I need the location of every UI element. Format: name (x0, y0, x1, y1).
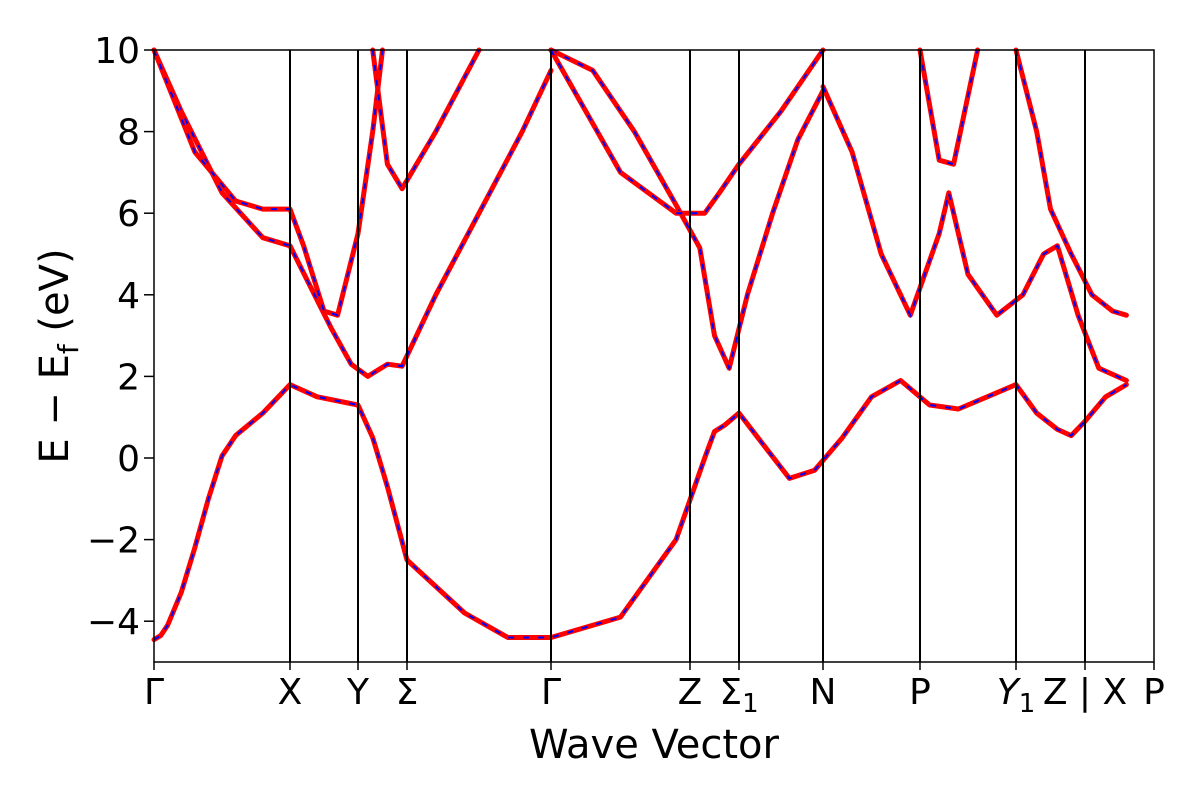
y-tick-label: −4 (87, 602, 140, 643)
band-1-segment-2-dashed (822, 86, 1127, 382)
band-1-segment-2 (820, 84, 1129, 383)
band-1-segment-0-dashed (153, 49, 552, 378)
y-tick-label: −2 (87, 521, 140, 562)
x-tick-label: Γ (541, 672, 561, 713)
x-tick-label: Y1 (997, 672, 1036, 719)
x-tick-label: Γ (144, 672, 164, 713)
band-1-segment-1 (548, 47, 826, 371)
y-tick-label: 2 (117, 357, 140, 398)
x-tick-label: X (278, 672, 303, 713)
y-tick-label: 4 (117, 276, 140, 317)
y-axis-ticks: 10 8 6 4 2 0 −2 −4 (87, 31, 154, 643)
band-2-segment-2-dashed (550, 49, 824, 215)
x-tick-label: Z (678, 672, 703, 713)
y-tick-label: 0 (117, 439, 140, 480)
band-2-segment-3 (917, 47, 981, 167)
x-tick-label: Z | X (1043, 672, 1127, 713)
band-0-segment-0-dashed (153, 379, 1127, 641)
band-2-segment-3-dashed (919, 49, 979, 166)
band-2-segment-0-dashed (153, 49, 384, 317)
x-axis-title: Wave Vector (529, 722, 780, 768)
y-axis-title-subscript: f (52, 343, 85, 354)
y-axis-title-main: E − E (32, 354, 78, 464)
band-2-segment-4-dashed (1015, 49, 1127, 317)
x-tick-label: Σ (396, 672, 419, 713)
band-2-segment-1-dashed (371, 49, 480, 191)
band-lines (151, 47, 1129, 643)
band-2-segment-1 (370, 47, 482, 192)
y-axis-title: E − Ef (eV) (32, 248, 85, 463)
y-tick-label: 6 (117, 194, 140, 235)
x-tick-label: P (1143, 672, 1165, 713)
plot-frame (153, 49, 1155, 663)
y-tick-label: 8 (117, 113, 140, 154)
x-tick-label: Σ1 (719, 672, 758, 719)
y-tick-label: 10 (94, 31, 140, 72)
x-tick-label: Y (346, 672, 370, 713)
x-tick-label: N (810, 672, 837, 713)
band-0-segment-0 (151, 378, 1129, 643)
y-axis-title-unit: (eV) (32, 248, 78, 344)
band-1-segment-1-dashed (550, 49, 824, 372)
x-axis-ticks: Γ X Y Σ Γ Z Σ1 N P Y1 Z | X P (144, 662, 1165, 719)
kpoint-divider-lines (289, 50, 1086, 662)
band-1-segment-0 (151, 47, 554, 379)
x-tick-label: P (909, 672, 931, 713)
